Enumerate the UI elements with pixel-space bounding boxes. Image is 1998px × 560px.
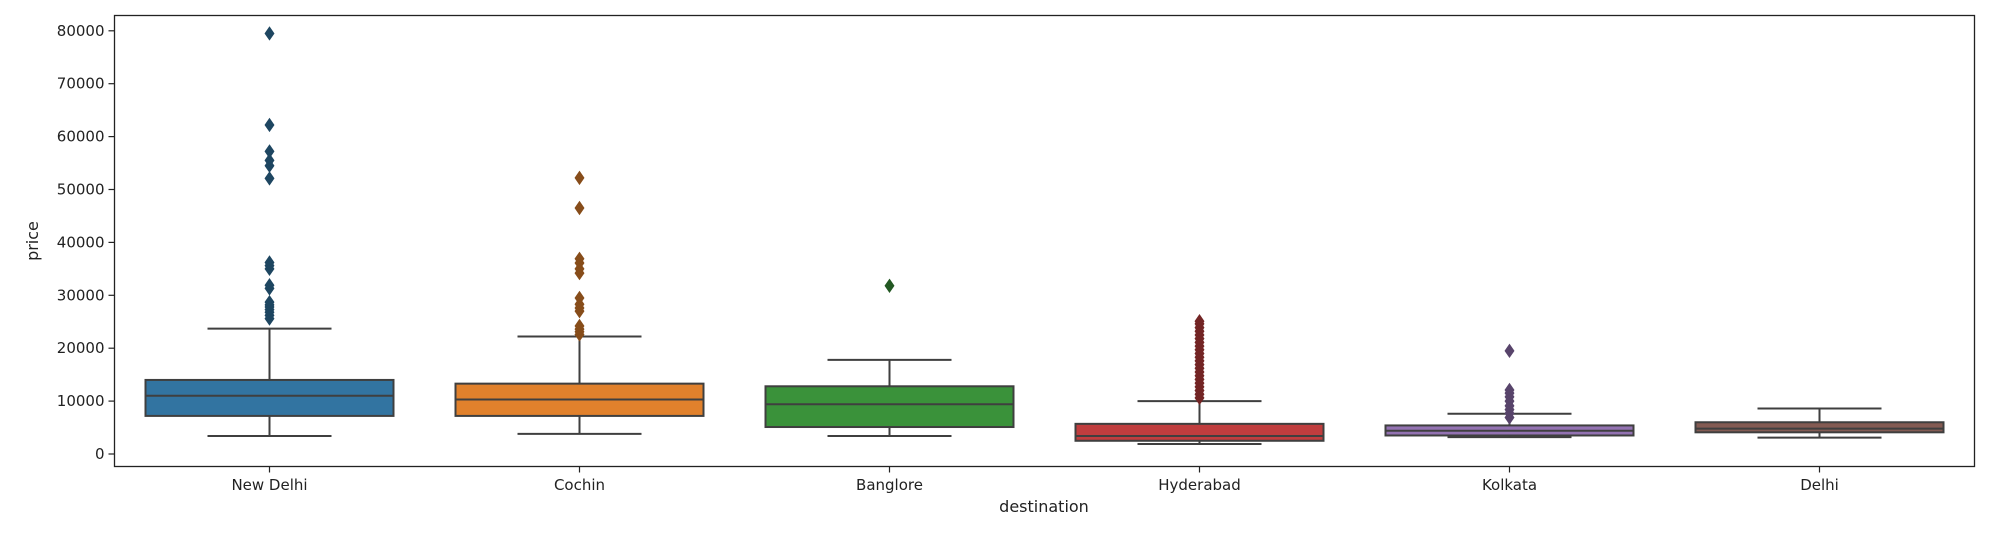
plot-marks [144, 26, 1945, 445]
y-tick-label: 70000 [57, 75, 105, 93]
x-tick-label: Delhi [1800, 476, 1839, 494]
x-tick-label: Banglore [856, 476, 923, 494]
x-axis: New Delhi Cochin Banglore Hyderabad Kolkata D… [231, 466, 1839, 494]
outlier-point [264, 171, 275, 186]
x-tick-label: Hyderabad [1158, 476, 1241, 494]
x-axis-label: destination [999, 497, 1089, 516]
outlier-point [574, 318, 585, 334]
outlier-point [1504, 382, 1515, 398]
outlier-point [574, 200, 585, 216]
plot-frame [113, 14, 1976, 468]
outlier-point [264, 153, 275, 168]
box-iqr [144, 378, 395, 417]
x-tick-label: New Delhi [231, 476, 307, 494]
box-new-delhi [144, 26, 395, 438]
y-tick-label: 30000 [57, 286, 105, 304]
outlier-point [1194, 314, 1205, 329]
x-tick-label: Kolkata [1482, 476, 1537, 494]
x-tick-label: Cochin [554, 476, 605, 494]
outlier-point [264, 278, 275, 293]
outlier-point [574, 170, 585, 186]
y-tick-label: 50000 [57, 181, 105, 199]
outlier-point [884, 278, 895, 293]
y-tick-label: 10000 [57, 392, 105, 410]
outlier-point [264, 294, 275, 310]
y-tick-label: 60000 [57, 128, 105, 146]
box-iqr [1694, 421, 1945, 434]
y-tick-label: 40000 [57, 233, 105, 251]
y-tick-label: 80000 [57, 22, 105, 40]
y-tick-label: 0 [95, 445, 105, 463]
outlier-point [264, 26, 275, 41]
box-banglore [764, 278, 1015, 438]
outlier-point [574, 251, 585, 267]
y-tick-label: 20000 [57, 339, 105, 357]
y-axis-label: price [23, 221, 42, 261]
outlier-point [574, 290, 585, 306]
box-iqr [764, 385, 1015, 429]
box-kolkata [1384, 343, 1635, 439]
box-delhi [1694, 407, 1945, 439]
box-hyderabad [1074, 314, 1325, 445]
box-iqr [1074, 422, 1325, 442]
outlier-point [264, 117, 275, 133]
outlier-point [264, 144, 275, 159]
outlier-point [1504, 343, 1515, 359]
box-cochin [454, 170, 705, 435]
y-axis: 0 10000 20000 30000 40000 50000 60000 70000 8000… [57, 22, 115, 463]
outlier-point [264, 255, 275, 270]
